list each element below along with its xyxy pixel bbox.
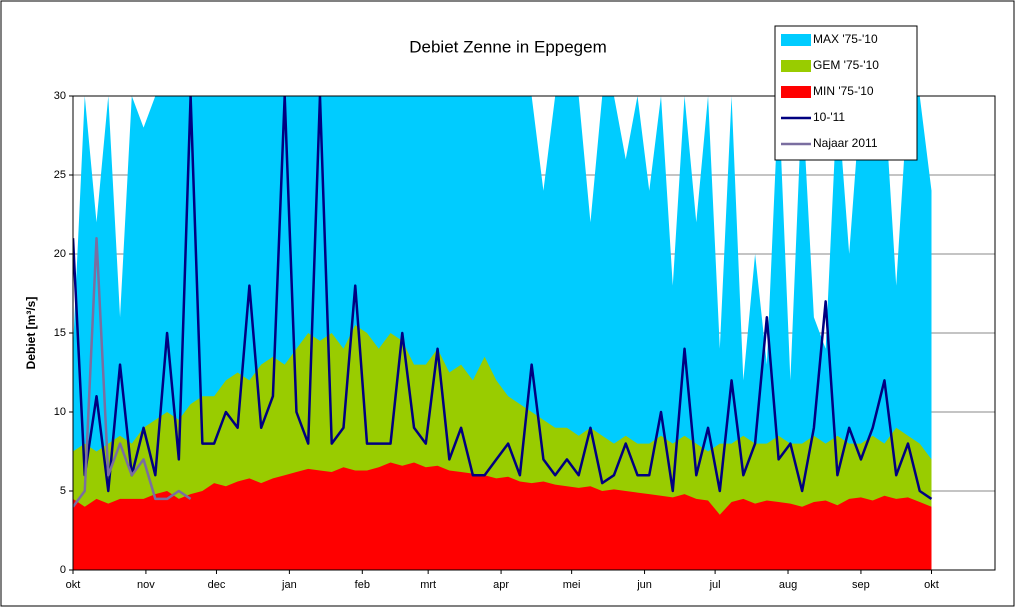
legend-swatch xyxy=(781,60,811,72)
x-tick-label: jul xyxy=(709,579,721,591)
y-axis-label: Debiet [m³/s] xyxy=(24,297,38,370)
chart-title: Debiet Zenne in Eppegem xyxy=(409,37,607,56)
x-tick-label: jun xyxy=(636,579,652,591)
line xyxy=(73,96,933,500)
y-tick-label: 0 xyxy=(60,564,66,576)
x-tick-label: mrt xyxy=(420,579,436,591)
legend-label: Najaar 2011 xyxy=(813,136,878,150)
legend-swatch xyxy=(781,86,811,98)
legend-label: MAX '75-'10 xyxy=(813,32,878,46)
x-tick-label: sep xyxy=(852,579,870,591)
x-tick-label: jan xyxy=(281,579,297,591)
y-tick-label: 20 xyxy=(54,248,66,260)
y-tick-label: 25 xyxy=(54,169,66,181)
x-tick-label: okt xyxy=(924,579,939,591)
x-tick-label: mei xyxy=(563,579,581,591)
legend-label: 10-'11 xyxy=(813,110,845,124)
legend-swatch xyxy=(781,34,811,46)
x-tick-label: aug xyxy=(779,579,797,591)
x-tick-label: feb xyxy=(355,579,370,591)
y-tick-label: 10 xyxy=(54,406,66,418)
plot xyxy=(73,96,933,570)
line xyxy=(73,236,192,508)
y-tick-label: 5 xyxy=(60,485,66,497)
area xyxy=(73,462,932,570)
y-tick-label: 15 xyxy=(54,327,66,339)
x-tick-label: apr xyxy=(493,579,509,591)
y-tick-label: 30 xyxy=(54,90,66,102)
legend-label: GEM '75-'10 xyxy=(813,58,879,72)
x-tick-label: okt xyxy=(66,579,81,591)
legend-label: MIN '75-'10 xyxy=(813,84,874,98)
x-tick-label: nov xyxy=(137,579,155,591)
x-tick-label: dec xyxy=(208,579,226,591)
